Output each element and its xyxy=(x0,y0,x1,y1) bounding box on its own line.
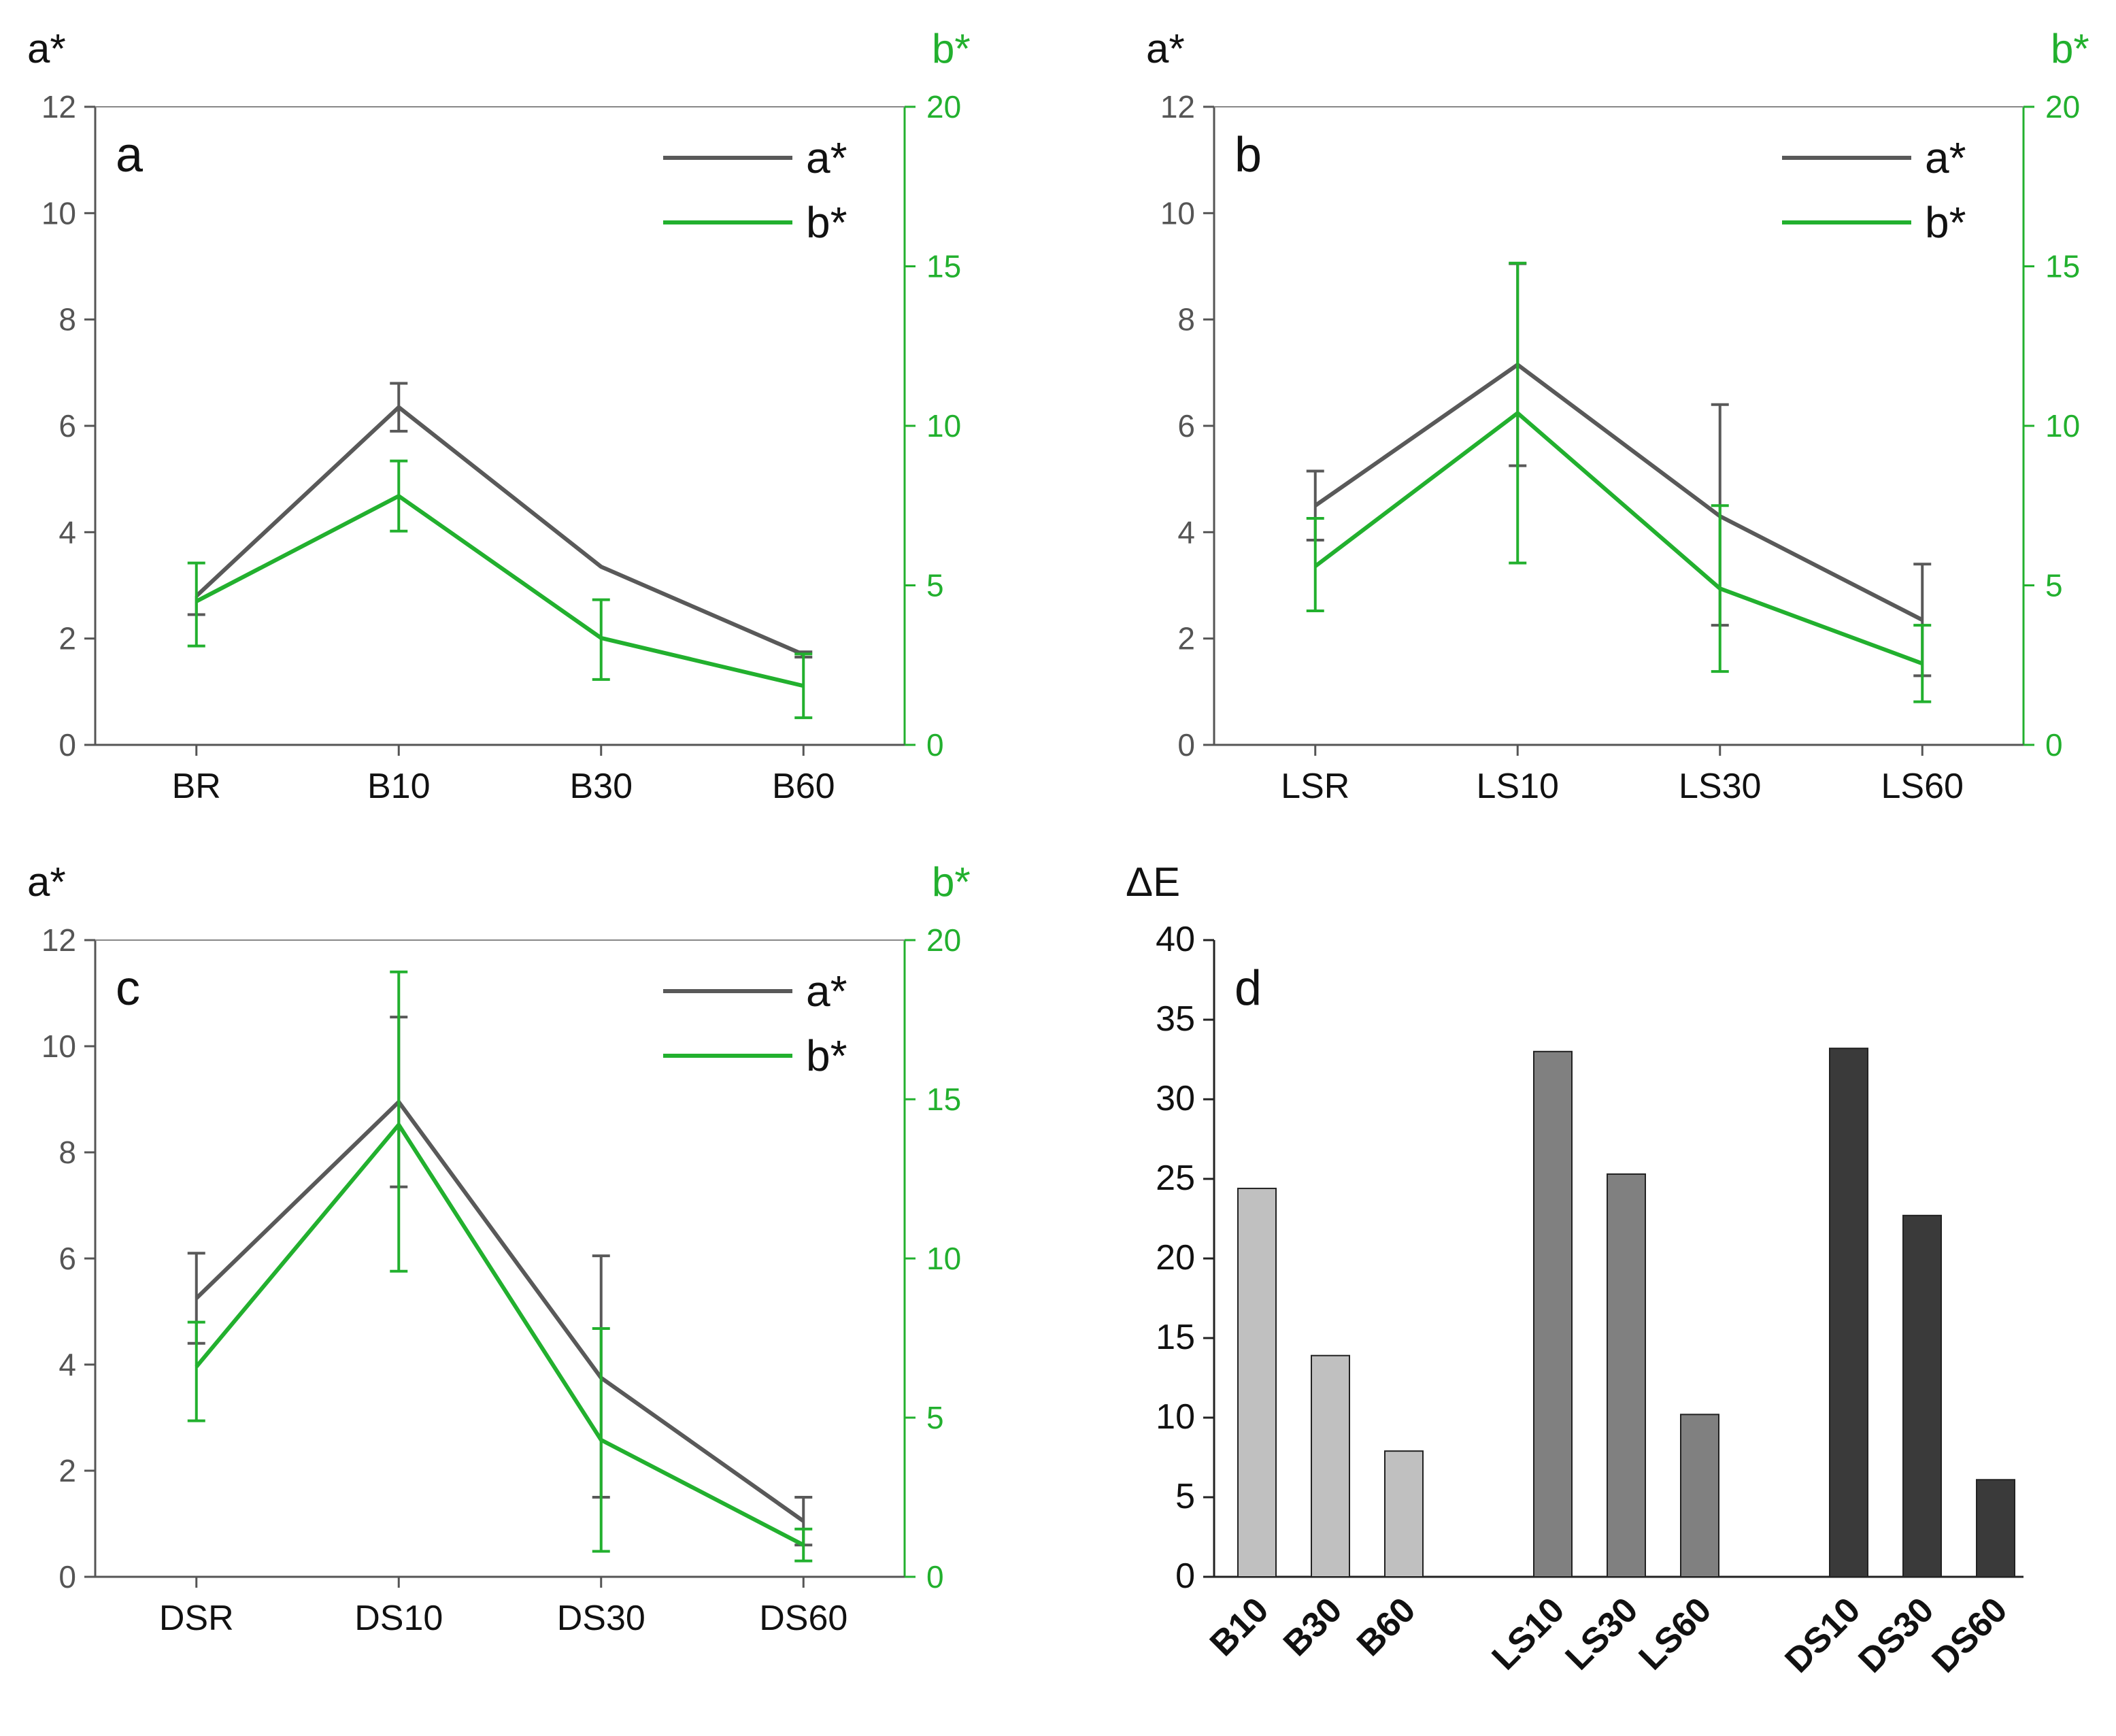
panel-c-right-tick-label: 10 xyxy=(926,1241,961,1276)
panel-d-x-tick-label: LS30 xyxy=(1558,1590,1646,1677)
panel-a-left-tick-label: 4 xyxy=(58,514,76,550)
panel-c-left-tick-label: 2 xyxy=(58,1453,76,1488)
panel-d-y-tick-label: 0 xyxy=(1175,1556,1195,1596)
panel-b-b-series-line xyxy=(1313,411,1924,666)
panel-d-x-tick-label: DS30 xyxy=(1851,1590,1941,1680)
panel-b-left-axis-title: a* xyxy=(1146,26,1185,71)
panel-a-label: a xyxy=(116,128,144,182)
panel-a-right-axis-title: b* xyxy=(932,26,971,71)
panel-b-right-tick-label: 15 xyxy=(2045,249,2080,284)
panel-d-y-axis-title: ΔE xyxy=(1126,859,1180,905)
panel-d-bar-ls10 xyxy=(1533,1050,1573,1578)
panel-d-bar-ds10 xyxy=(1829,1048,1868,1578)
panel-b-x-tick-label: LS60 xyxy=(1881,767,1964,806)
panel-b-right-tick-label: 20 xyxy=(2045,89,2080,124)
panel-d-label: d xyxy=(1235,961,1262,1016)
panel-d-y-tick-label: 10 xyxy=(1156,1397,1195,1437)
panel-c-left-tick-label: 8 xyxy=(58,1135,76,1170)
panel-d-x-tick-label: B30 xyxy=(1276,1590,1349,1663)
panel-b-left-tick-label: 4 xyxy=(1177,514,1195,550)
panel-b-x-tick-label: LSR xyxy=(1281,767,1349,806)
panel-c-b-series-line xyxy=(195,1122,805,1547)
panel-c-a-series-line xyxy=(195,1099,805,1523)
panel-a-left-tick-label: 12 xyxy=(41,89,76,124)
panel-b-legend-b-label: b* xyxy=(1925,198,1966,247)
panel-b-right-tick-label: 0 xyxy=(2045,727,2063,763)
panel-c-legend-a-label: a* xyxy=(806,967,847,1016)
panel-a-right-tick-label: 10 xyxy=(926,408,961,444)
panel-a-x-tick-label: B10 xyxy=(367,767,431,806)
panel-a-left-axis-title: a* xyxy=(27,26,66,71)
panel-c-left-tick-label: 0 xyxy=(58,1559,76,1595)
panel-b-left-tick-label: 12 xyxy=(1160,89,1195,124)
panel-c-left-tick-label: 4 xyxy=(58,1347,76,1382)
panel-c-right-tick-label: 20 xyxy=(926,922,961,958)
panel-a-x-tick-label: BR xyxy=(172,767,221,806)
panel-d-bar-ds30 xyxy=(1902,1214,1942,1578)
panel-c-right-axis-title: b* xyxy=(932,859,971,905)
panel-d-bar-b30 xyxy=(1311,1354,1350,1578)
panel-b-x-tick-label: LS10 xyxy=(1477,767,1559,806)
panel-a-left-tick-label: 8 xyxy=(58,302,76,337)
panel-c-x-tick-label: DSR xyxy=(159,1599,234,1638)
panel-b-a-series-line xyxy=(1314,363,1924,622)
panel-d-x-tick-label: DS60 xyxy=(1924,1590,2015,1680)
panel-a-right-tick-label: 15 xyxy=(926,249,961,284)
panel-a-right-tick-label: 5 xyxy=(926,568,944,603)
panel-b-label: b xyxy=(1235,128,1262,182)
panel-c-x-tick-label: DS30 xyxy=(557,1599,645,1638)
panel-d-x-tick-label: LS10 xyxy=(1485,1590,1573,1677)
panel-b-left-tick-label: 6 xyxy=(1177,408,1195,444)
panel-a-a-series-line xyxy=(195,405,805,656)
panel-b-left-tick-label: 0 xyxy=(1177,727,1195,763)
panel-c-x-tick-label: DS60 xyxy=(759,1599,847,1638)
panel-a-x-tick-label: B60 xyxy=(772,767,835,806)
panel-a-x-tick-label: B30 xyxy=(569,767,633,806)
panel-a-left-tick-label: 0 xyxy=(58,727,76,763)
panel-b-legend-a-label: a* xyxy=(1925,133,1966,182)
panel-b-right-tick-label: 10 xyxy=(2045,408,2080,444)
panel-a-right-tick-label: 0 xyxy=(926,727,944,763)
panel-d-bar-ls60 xyxy=(1680,1414,1719,1578)
panel-d-x-tick-label: B60 xyxy=(1349,1590,1423,1663)
panel-c-left-tick-label: 10 xyxy=(41,1029,76,1064)
panel-a-legend-b-label: b* xyxy=(806,198,847,247)
panel-c-legend-b-label: b* xyxy=(806,1031,847,1080)
panel-b-right-tick-label: 5 xyxy=(2045,568,2063,603)
panel-d-bar-ls30 xyxy=(1607,1173,1646,1578)
panel-a-right-tick-label: 20 xyxy=(926,89,961,124)
panel-a-left-tick-label: 2 xyxy=(58,621,76,656)
panel-c-right-tick-label: 15 xyxy=(926,1082,961,1117)
panel-b-left-tick-label: 2 xyxy=(1177,621,1195,656)
panel-d-bar-b60 xyxy=(1384,1450,1424,1578)
panel-d-y-tick-label: 25 xyxy=(1156,1158,1195,1198)
panel-a-b-series-line xyxy=(195,494,804,688)
panel-a-left-tick-label: 10 xyxy=(41,195,76,231)
panel-b-right-axis-title: b* xyxy=(2051,26,2089,71)
panel-a-legend-a-label: a* xyxy=(806,133,847,182)
panel-d-y-tick-label: 20 xyxy=(1156,1238,1195,1278)
panel-a-left-tick-label: 6 xyxy=(58,408,76,444)
panel-d-y-tick-label: 15 xyxy=(1156,1318,1195,1357)
panel-b-left-tick-label: 10 xyxy=(1160,195,1195,231)
panel-d-x-tick-label: B10 xyxy=(1203,1590,1276,1663)
panel-d-y-tick-label: 5 xyxy=(1175,1477,1195,1516)
panel-c-x-tick-label: DS10 xyxy=(354,1599,443,1638)
panel-d-x-tick-label: DS10 xyxy=(1777,1590,1868,1680)
panel-b-x-tick-label: LS30 xyxy=(1679,767,1761,806)
panel-c-left-axis-title: a* xyxy=(27,859,66,905)
panel-c-right-tick-label: 5 xyxy=(926,1400,944,1435)
panel-d-bar-b10 xyxy=(1237,1188,1277,1578)
panel-c-left-tick-label: 12 xyxy=(41,922,76,958)
panel-d-y-tick-label: 30 xyxy=(1156,1079,1195,1118)
panel-d-y-tick-label: 35 xyxy=(1156,999,1195,1039)
panel-c-right-tick-label: 0 xyxy=(926,1559,944,1595)
panel-c-label: c xyxy=(116,961,140,1016)
panel-d-y-tick-label: 40 xyxy=(1156,920,1195,959)
panel-c-left-tick-label: 6 xyxy=(58,1241,76,1276)
panel-b-left-tick-label: 8 xyxy=(1177,302,1195,337)
panel-d-bar-ds60 xyxy=(1976,1479,2015,1578)
panel-d-x-tick-label: LS60 xyxy=(1632,1590,1719,1677)
